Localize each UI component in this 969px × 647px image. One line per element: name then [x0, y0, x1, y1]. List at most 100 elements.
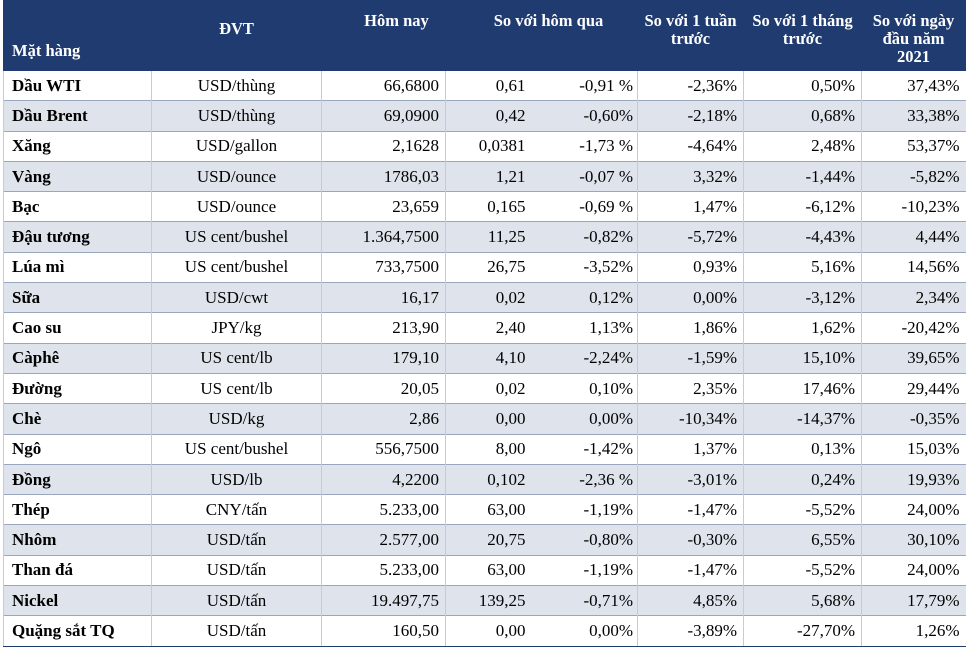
- cell-change-abs: 0,61: [445, 69, 530, 101]
- cell-vs-week: -2,36%: [637, 69, 744, 101]
- cell-today-price: 160,50: [321, 615, 446, 647]
- cell-unit: USD/ounce: [151, 160, 322, 192]
- cell-vs-week: -1,59%: [637, 342, 744, 374]
- cell-change-abs: 63,00: [445, 494, 530, 525]
- cell-vs-year-start: 1,26%: [861, 615, 966, 647]
- cell-vs-year-start: -0,35%: [861, 403, 966, 435]
- table-row: Ngô US cent/bushel 556,7500 8,00 -1,42% 1,37%…: [3, 433, 966, 465]
- cell-change-pct: -0,60%: [529, 100, 638, 132]
- cell-change-abs: 0,42: [445, 100, 530, 132]
- cell-vs-week: 3,32%: [637, 160, 744, 192]
- cell-vs-week: -0,30%: [637, 524, 744, 556]
- cell-change-abs: 139,25: [445, 585, 530, 616]
- cell-vs-month: 0,13%: [743, 433, 862, 465]
- cell-item-name: Càphê: [3, 342, 152, 374]
- cell-unit: JPY/kg: [151, 312, 322, 344]
- cell-change-pct: 0,00%: [529, 615, 638, 647]
- cell-today-price: 2,1628: [321, 130, 446, 162]
- cell-vs-month: -5,52%: [743, 554, 862, 586]
- cell-today-price: 556,7500: [321, 433, 446, 465]
- table-row: Xăng USD/gallon 2,1628 0,0381 -1,73 % -4,64% 2…: [3, 130, 966, 162]
- cell-item-name: Đậu tương: [3, 221, 152, 253]
- cell-unit: USD/kg: [151, 403, 322, 435]
- cell-unit: USD/thùng: [151, 100, 322, 132]
- cell-vs-year-start: 19,93%: [861, 463, 966, 495]
- cell-vs-week: -4,64%: [637, 130, 744, 162]
- cell-today-price: 69,0900: [321, 100, 446, 132]
- cell-vs-year-start: 39,65%: [861, 342, 966, 374]
- cell-vs-month: 0,24%: [743, 463, 862, 495]
- cell-vs-week: -1,47%: [637, 554, 744, 586]
- cell-vs-month: 0,50%: [743, 69, 862, 101]
- cell-vs-month: 5,68%: [743, 585, 862, 616]
- cell-today-price: 5.233,00: [321, 494, 446, 525]
- cell-vs-week: 4,85%: [637, 585, 744, 616]
- cell-change-abs: 0,00: [445, 403, 530, 435]
- cell-vs-year-start: -20,42%: [861, 312, 966, 344]
- table-row: Vàng USD/ounce 1786,03 1,21 -0,07 % 3,32% -1,4…: [3, 160, 966, 192]
- cell-change-pct: -0,71%: [529, 585, 638, 616]
- cell-vs-year-start: 37,43%: [861, 69, 966, 101]
- cell-vs-month: 1,62%: [743, 312, 862, 344]
- header-vs-year-start: So với ngày đầu năm 2021: [861, 0, 967, 71]
- cell-vs-month: -5,52%: [743, 494, 862, 525]
- cell-change-abs: 0,165: [445, 191, 530, 222]
- cell-change-abs: 8,00: [445, 433, 530, 465]
- cell-today-price: 179,10: [321, 342, 446, 374]
- cell-change-pct: -0,82%: [529, 221, 638, 253]
- cell-change-pct: 1,13%: [529, 312, 638, 344]
- cell-change-pct: -0,91 %: [529, 69, 638, 101]
- cell-unit: USD/gallon: [151, 130, 322, 162]
- cell-vs-month: 2,48%: [743, 130, 862, 162]
- cell-vs-year-start: 29,44%: [861, 372, 966, 404]
- cell-vs-year-start: 15,03%: [861, 433, 966, 465]
- cell-item-name: Cao su: [3, 312, 152, 344]
- header-item: Mặt hàng: [3, 0, 152, 71]
- cell-change-pct: -1,73 %: [529, 130, 638, 162]
- cell-vs-month: 5,16%: [743, 251, 862, 283]
- cell-today-price: 4,2200: [321, 463, 446, 495]
- table-row: Lúa mì US cent/bushel 733,7500 26,75 -3,52% 0…: [3, 251, 966, 283]
- header-today: Hôm nay: [321, 0, 446, 71]
- table-row: Nickel USD/tấn 19.497,75 139,25 -0,71% 4,85% 5…: [3, 585, 966, 616]
- cell-unit: US cent/bushel: [151, 221, 322, 253]
- cell-today-price: 733,7500: [321, 251, 446, 283]
- cell-item-name: Vàng: [3, 160, 152, 192]
- cell-item-name: Nickel: [3, 585, 152, 616]
- cell-vs-year-start: -10,23%: [861, 191, 966, 222]
- cell-change-abs: 20,75: [445, 524, 530, 556]
- cell-vs-week: 0,93%: [637, 251, 744, 283]
- cell-today-price: 16,17: [321, 282, 446, 313]
- cell-vs-year-start: 2,34%: [861, 282, 966, 313]
- cell-item-name: Quặng sắt TQ: [3, 615, 152, 647]
- cell-change-pct: 0,10%: [529, 372, 638, 404]
- cell-vs-week: -3,01%: [637, 463, 744, 495]
- cell-unit: USD/ounce: [151, 191, 322, 222]
- cell-change-pct: -2,36 %: [529, 463, 638, 495]
- cell-vs-year-start: 33,38%: [861, 100, 966, 132]
- cell-item-name: Đồng: [3, 463, 152, 495]
- cell-vs-month: -6,12%: [743, 191, 862, 222]
- header-vs-yesterday: So với hôm qua: [444, 0, 639, 71]
- cell-vs-week: -3,89%: [637, 615, 744, 647]
- cell-vs-month: -14,37%: [743, 403, 862, 435]
- cell-vs-year-start: 24,00%: [861, 494, 966, 525]
- table-row: Quặng sắt TQ USD/tấn 160,50 0,00 0,00% -3,89%…: [3, 615, 966, 647]
- cell-change-abs: 1,21: [445, 160, 530, 192]
- cell-unit: US cent/lb: [151, 342, 322, 374]
- cell-today-price: 19.497,75: [321, 585, 446, 616]
- cell-change-pct: 0,12%: [529, 282, 638, 313]
- cell-vs-week: 0,00%: [637, 282, 744, 313]
- cell-unit: US cent/lb: [151, 372, 322, 404]
- cell-change-abs: 11,25: [445, 221, 530, 253]
- cell-vs-month: 15,10%: [743, 342, 862, 374]
- table-row: Đường US cent/lb 20,05 0,02 0,10% 2,35% 17,46%…: [3, 372, 966, 404]
- cell-today-price: 1.364,7500: [321, 221, 446, 253]
- header-row: Mặt hàng ĐVT Hôm nay So với hôm qua So v…: [3, 0, 967, 71]
- cell-unit: USD/lb: [151, 463, 322, 495]
- cell-item-name: Ngô: [3, 433, 152, 465]
- cell-vs-week: -5,72%: [637, 221, 744, 253]
- cell-unit: US cent/bushel: [151, 433, 322, 465]
- cell-change-pct: -3,52%: [529, 251, 638, 283]
